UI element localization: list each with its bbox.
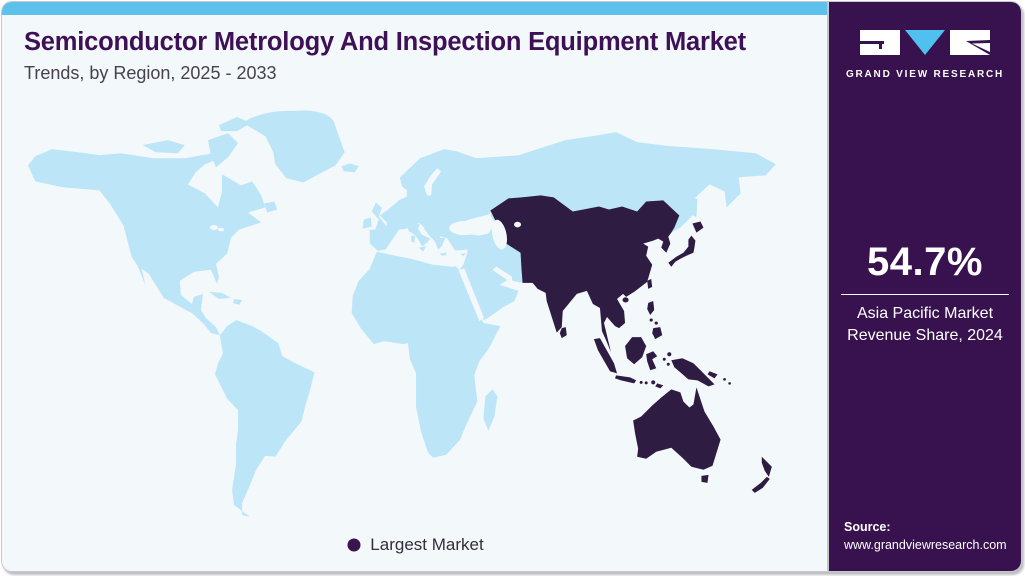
iceland [341,163,359,173]
stat-value: 54.7% [867,240,983,284]
sidebar: GRAND VIEW RESEARCH 54.7% Asia Pacific M… [827,2,1021,571]
legend: Largest Market [2,535,829,555]
japan-honshu [668,235,696,267]
legend-label: Largest Market [370,535,484,554]
page-title: Semiconductor Metrology And Inspection E… [24,28,746,56]
philippines-visayas [649,318,653,322]
source-label: Source: [844,519,891,534]
sulawesi [646,351,658,371]
aral-sea [514,221,522,228]
greenland [243,110,345,183]
solomons-2 [728,382,731,385]
tasmania [701,474,709,483]
sakhalin [691,197,698,218]
source-block: Source: www.grandviewresearch.com [844,518,1007,556]
philippines-mindanao [652,327,663,340]
south-america [214,320,315,518]
italy [407,223,431,247]
hainan [622,297,629,303]
philippines-visayas-2 [654,321,658,325]
great-lakes-2 [218,227,225,232]
north-america [28,149,266,336]
australia [633,387,721,470]
cuba [208,291,232,299]
asia-pacific-mainland [490,195,680,353]
largest-market-dot-icon [347,538,361,552]
sardinia [410,235,416,243]
arctic-island-southampton [200,153,215,165]
persian-gulf [492,266,513,281]
gvr-logo-icon [860,30,990,55]
new-zealand-north [761,456,772,477]
stat-caption-line1: Asia Pacific Market [856,305,994,322]
stat-divider [841,294,1009,295]
cyprus [460,253,467,257]
caspian-sea [491,219,507,250]
borneo [625,337,647,365]
sumbawa [644,381,648,385]
taiwan [647,278,653,289]
madagascar [483,389,498,431]
arctic-island-victoria [142,140,185,154]
ireland [362,217,372,229]
newfoundland [264,201,278,213]
solomons-1 [723,378,726,381]
arctic-island-baffin [207,133,239,168]
flores [651,380,656,385]
sicily [419,246,427,252]
stat-block: 54.7% Asia Pacific Market Revenue Share,… [829,240,1021,346]
map-panel: Semiconductor Metrology And Inspection E… [2,2,829,571]
new-britain [707,371,718,379]
maluku-2 [666,362,670,366]
hispaniola [233,298,243,305]
balkans-greece [424,224,446,250]
source-url: www.grandviewresearch.com [844,538,1007,553]
arctic-island-ellesmere [219,117,252,132]
bali-lombok [639,380,643,384]
corsica [412,229,416,235]
page-subtitle: Trends, by Region, 2025 - 2033 [24,63,277,84]
philippines-luzon [647,300,655,316]
maluku-1 [662,357,666,361]
header: Semiconductor Metrology And Inspection E… [24,28,814,84]
brand-name: GRAND VIEW RESEARCH [845,69,1005,80]
java [615,375,637,384]
black-sea [449,221,480,236]
great-lakes [209,225,218,230]
brand-logo: GRAND VIEW RESEARCH [829,28,1021,80]
japan-hokkaido [692,221,704,233]
new-zealand-south [751,476,770,493]
halmahera [667,352,672,357]
crete [440,252,448,256]
red-sea [458,268,484,322]
baltic-sea [424,168,442,196]
timor [655,383,664,389]
sri-lanka [559,327,567,339]
sumatra [593,338,618,374]
stat-caption-line2: Revenue Share, 2024 [847,326,1003,344]
africa [351,248,501,458]
united-kingdom [371,202,391,236]
top-accent-bar [2,2,829,15]
world-map [22,94,806,528]
new-guinea [671,358,715,387]
